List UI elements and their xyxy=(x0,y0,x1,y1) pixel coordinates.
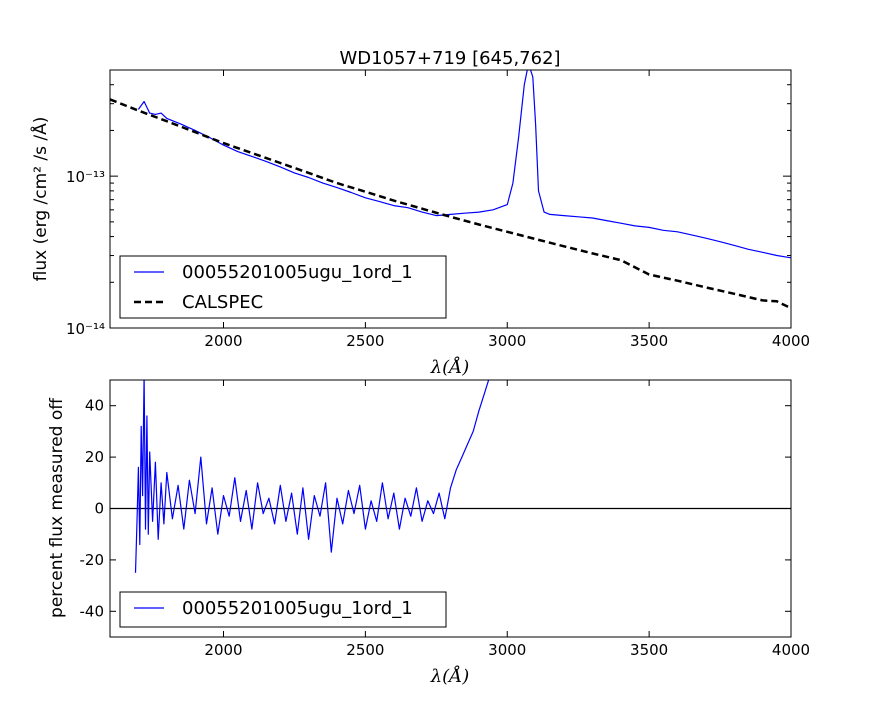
bottom-y-tick-label-4: 40 xyxy=(85,397,104,415)
top-x-tick-label-0: 2000 xyxy=(204,332,242,350)
bottom-x-tick-label-2: 3000 xyxy=(488,641,526,659)
top-legend-label-series-2: CALSPEC xyxy=(182,292,263,313)
bottom-x-tick-label-1: 2500 xyxy=(346,641,384,659)
bottom-y-tick-label-0: -40 xyxy=(80,602,105,620)
bottom-legend: 00055201005ugu_1ord_1 xyxy=(119,591,447,628)
bottom-legend-label-series-1: 00055201005ugu_1ord_1 xyxy=(182,598,413,619)
bottom-y-tick-label-2: 0 xyxy=(94,500,104,518)
top-series-line-1 xyxy=(137,70,791,259)
top-y-axis-label: flux (erg /cm² /s /Å) xyxy=(29,117,51,282)
bottom-y-axis-label: percent flux measured off xyxy=(47,397,67,618)
bottom-x-tick-label-3: 3500 xyxy=(630,641,668,659)
bottom-plot-frame xyxy=(109,379,792,638)
top-x-tick-label-4: 4000 xyxy=(772,332,810,350)
top-chart: WD1057+719 [645,762] 2000 2500 3000 3500 400… xyxy=(29,48,810,378)
top-y-tick-label-1: 10⁻¹⁴ xyxy=(66,320,105,338)
bottom-y-tick-label-1: -20 xyxy=(80,551,105,569)
bottom-x-tick-label-4: 4000 xyxy=(772,641,810,659)
top-legend: 00055201005ugu_1ord_1 CALSPEC xyxy=(119,255,447,319)
bottom-x-tick-label-0: 2000 xyxy=(204,641,242,659)
bottom-chart: 2000 2500 3000 3500 4000 -40 -20 0 20 40 percent … xyxy=(47,379,810,687)
top-y-tick-label-0: 10⁻¹³ xyxy=(66,168,105,186)
top-x-axis-label: λ(Å) xyxy=(430,356,469,378)
top-legend-box xyxy=(119,255,447,319)
bottom-y-tick-label-3: 20 xyxy=(85,448,104,466)
top-x-tick-label-3: 3500 xyxy=(630,332,668,350)
bottom-legend-box xyxy=(119,591,447,628)
top-legend-label-series-1: 00055201005ugu_1ord_1 xyxy=(182,262,413,283)
top-x-tick-label-1: 2500 xyxy=(346,332,384,350)
bottom-x-axis-label: λ(Å) xyxy=(430,665,469,687)
top-series-line-2 xyxy=(110,98,791,310)
top-chart-title: WD1057+719 [645,762] xyxy=(339,48,560,69)
bottom-series-line-1 xyxy=(134,380,490,573)
top-x-tick-label-2: 3000 xyxy=(488,332,526,350)
top-plot-frame xyxy=(109,69,792,329)
